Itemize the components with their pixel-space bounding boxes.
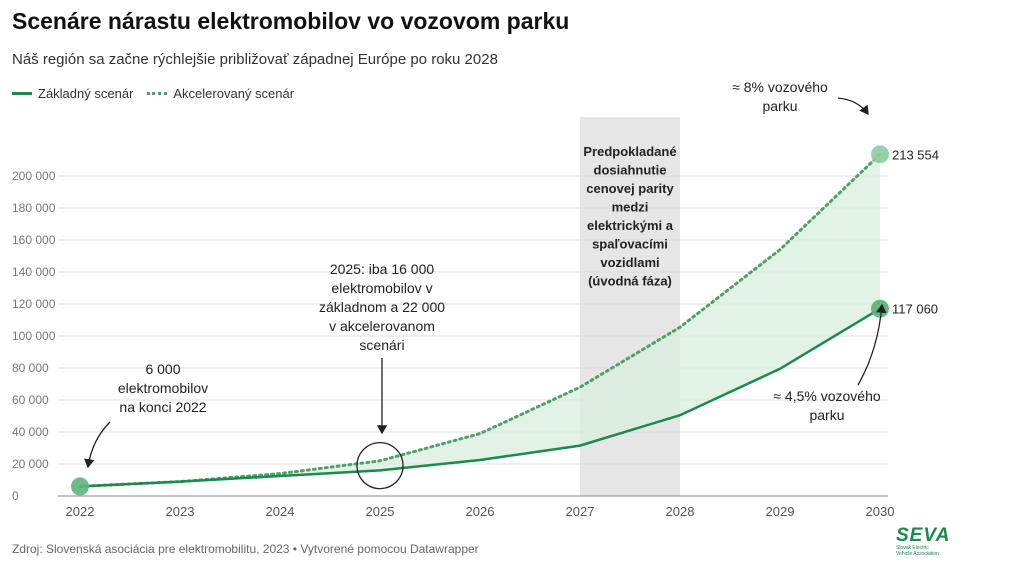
y-tick-label: 140 000 [12,265,56,279]
chart-subtitle: Náš región sa začne rýchlejšie približov… [12,51,498,68]
y-tick-label: 80 000 [12,361,49,375]
legend-swatch-accel [147,92,168,95]
arrow-base-share [857,303,887,386]
y-tick-label: 0 [12,489,19,503]
end-label-accel: 213 554 [892,147,939,162]
shaded-period-label: elektrickými a [587,218,674,233]
y-tick-label: 200 000 [12,169,56,183]
legend: Základný scenár Akcelerovaný scenár [12,86,308,101]
end-point-marker-accel [871,145,889,164]
annotation-2025: scenári [359,337,404,353]
y-tick-label: 20 000 [12,457,49,471]
y-tick-label: 180 000 [12,201,56,215]
y-tick-label: 60 000 [12,393,49,407]
x-tick-label: 2023 [166,504,195,519]
logo-subtitle-2: Vehicle Association [896,551,939,557]
shaded-period-label: vozidlami [600,255,659,270]
annotation-accel-share: ≈ 8% vozového [732,79,828,95]
arrow-start [84,421,111,469]
annotation-base-share: ≈ 4,5% vozového [773,388,881,404]
shaded-period-label: (úvodná fáza) [588,274,672,289]
end-point-marker-base [871,299,889,318]
annotation-accel-share: parku [762,98,797,114]
x-tick-label: 2025 [366,504,395,519]
y-tick-label: 40 000 [12,425,49,439]
scenario-band [80,154,880,487]
x-tick-label: 2027 [566,504,595,519]
start-point-marker [71,477,89,496]
legend-label-base: Základný scenár [38,86,134,101]
legend-swatch-base [12,92,32,95]
annotation-base-share: parku [809,407,844,423]
legend-label-accel: Akcelerovaný scenár [173,86,295,101]
y-tick-label: 120 000 [12,297,56,311]
x-tick-label: 2030 [866,504,895,519]
y-tick-label: 160 000 [12,233,56,247]
shaded-period-label: dosiahnutie [594,163,667,178]
arrow-accel-share [837,97,869,116]
annotation-2025: 2025: iba 16 000 [330,261,435,277]
seva-logo: SEVA Slovak Electric Vehicle Association [896,526,962,562]
annotation-start: 6 000 [145,361,180,377]
end-label-base: 117 060 [892,302,938,317]
x-tick-label: 2024 [266,504,295,519]
shaded-period-label: cenovej parity [586,181,674,196]
logo-subtitle-1: Slovak Electric [896,545,929,551]
series-line-base [79,307,881,488]
shaded-period-label: spaľovacími [592,237,668,252]
annotation-start: elektromobilov [118,380,208,396]
x-tick-label: 2028 [666,504,695,519]
highlight-circle-2025 [356,441,404,490]
legend-item-accel: Akcelerovaný scenár [147,86,294,101]
annotation-2025: elektromobilov v [331,280,432,296]
shaded-period-label: Predpokladané [583,144,676,159]
annotation-2025: v akcelerovanom [329,318,435,334]
y-tick-label: 100 000 [12,329,56,343]
legend-item-base: Základný scenár [12,86,133,101]
annotation-2025: základnom a 22 000 [319,299,445,315]
x-tick-label: 2029 [766,504,795,519]
x-tick-label: 2022 [66,504,95,519]
x-tick-label: 2026 [466,504,495,519]
source-footer: Zdroj: Slovenská asociácia pre elektromo… [12,542,479,556]
chart-title: Scenáre nárastu elektromobilov vo vozovo… [12,8,570,34]
logo-wordmark: SEVA [896,525,951,546]
annotation-start: na konci 2022 [119,399,206,415]
shaded-period-label: medzi [612,200,649,215]
